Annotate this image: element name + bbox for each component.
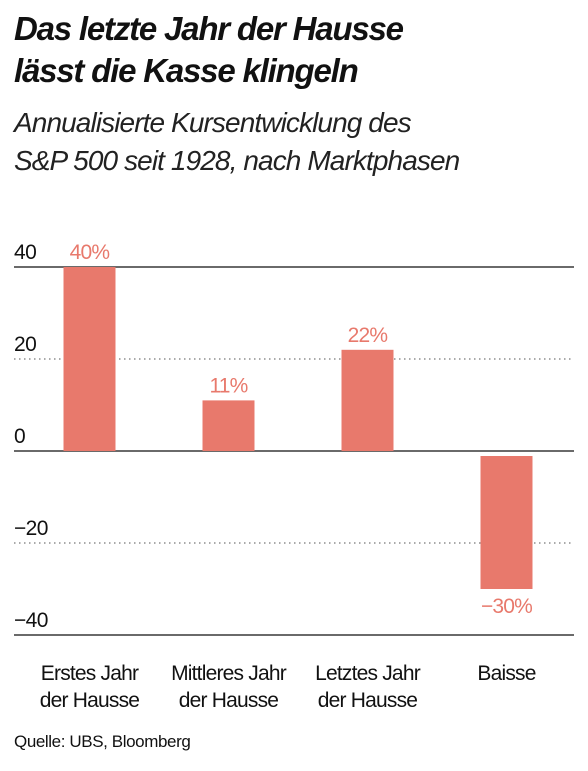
chart-title-line-2: lässt die Kasse klingeln — [14, 52, 359, 89]
category-label: der Hausse — [318, 689, 418, 712]
data-label: 40% — [70, 241, 110, 264]
bar — [202, 400, 255, 451]
category-label: Mittleres Jahr — [171, 662, 287, 685]
y-tick-label: 0 — [14, 425, 25, 448]
chart-subtitle: Annualisierte Kursentwicklung des S&P 50… — [14, 104, 574, 180]
source-note: Quelle: UBS, Bloomberg — [14, 732, 191, 751]
data-label: −30% — [481, 595, 532, 618]
bar — [63, 267, 116, 451]
chart-subtitle-line-1: Annualisierte Kursentwicklung des — [14, 107, 412, 138]
y-tick-label: 20 — [14, 333, 36, 356]
data-label: 22% — [348, 324, 388, 347]
data-label: 11% — [209, 374, 247, 397]
y-tick-label: −40 — [14, 609, 48, 632]
bar — [480, 456, 533, 589]
category-label: Baisse — [477, 662, 535, 685]
bar — [341, 349, 394, 451]
chart-title: Das letzte Jahr der Hausse lässt die Kas… — [14, 8, 574, 92]
category-label: der Hausse — [40, 689, 140, 712]
bar-chart: 40 20 0 −20 −40 40% Erstes Jahr der Hausse 11% Mi… — [14, 241, 574, 712]
category-label: Letztes Jahr — [315, 662, 421, 685]
category-label: Erstes Jahr — [41, 662, 139, 685]
y-tick-label: −20 — [14, 517, 48, 540]
chart-subtitle-line-2: S&P 500 seit 1928, nach Marktphasen — [14, 145, 460, 176]
chart-title-line-1: Das letzte Jahr der Hausse — [14, 10, 404, 47]
category-label: der Hausse — [179, 689, 279, 712]
y-tick-label: 40 — [14, 241, 36, 264]
